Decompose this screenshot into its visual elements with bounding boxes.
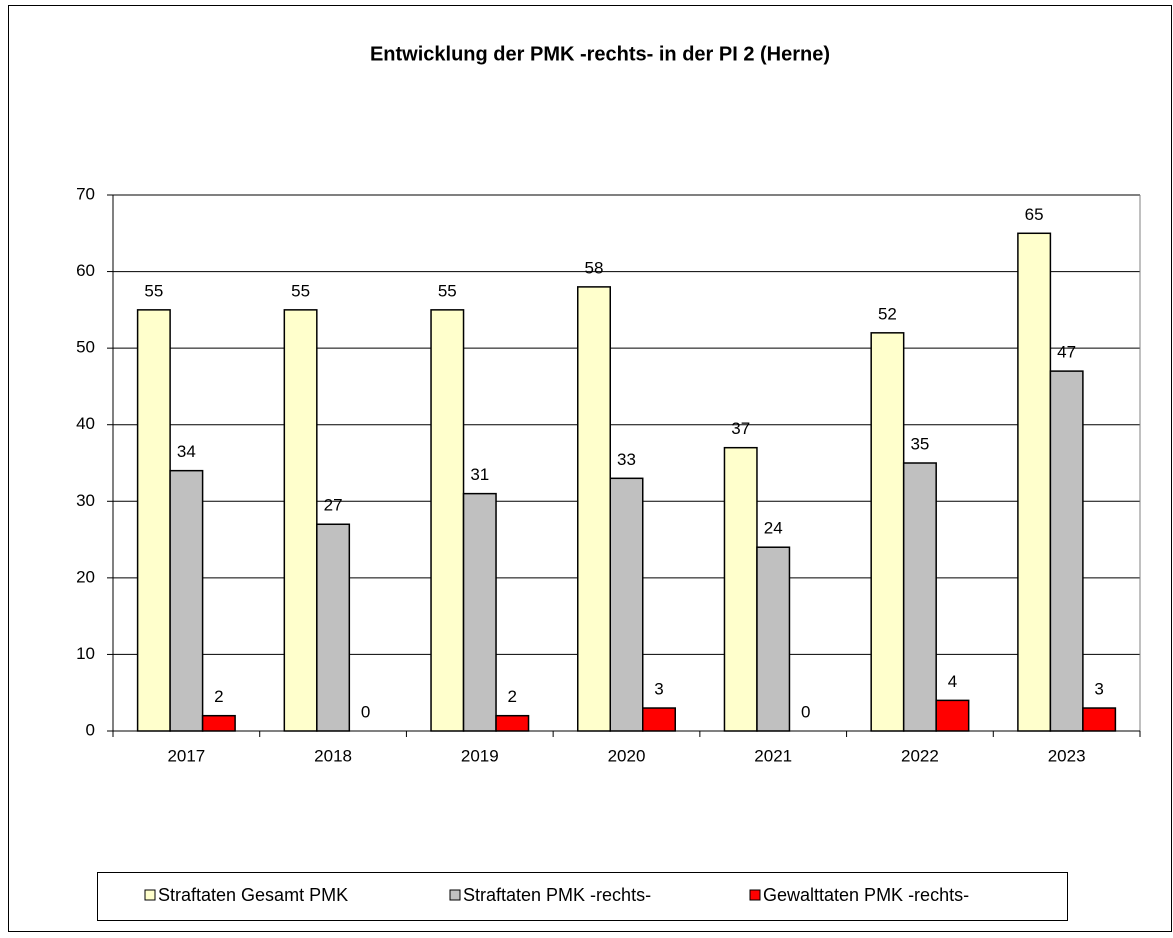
y-tick-label: 70 bbox=[76, 184, 95, 203]
y-tick-label: 50 bbox=[76, 338, 95, 357]
legend-marker bbox=[449, 889, 461, 901]
bar bbox=[1017, 232, 1052, 732]
y-tick-label: 10 bbox=[76, 644, 95, 663]
bar bbox=[201, 714, 236, 732]
x-tick-label: 2020 bbox=[608, 746, 646, 765]
data-label: 31 bbox=[470, 465, 489, 484]
bar bbox=[495, 714, 530, 732]
data-label: 55 bbox=[291, 281, 310, 300]
data-label: 2 bbox=[508, 687, 517, 706]
bar bbox=[430, 309, 465, 732]
data-label: 47 bbox=[1057, 343, 1076, 362]
x-tick-label: 2021 bbox=[754, 746, 792, 765]
data-label: 65 bbox=[1025, 205, 1044, 224]
y-tick-label: 30 bbox=[76, 491, 95, 510]
bar bbox=[870, 332, 905, 732]
bar bbox=[609, 477, 644, 732]
data-label: 0 bbox=[801, 702, 810, 721]
bar bbox=[169, 469, 204, 732]
bar bbox=[642, 707, 676, 732]
bar bbox=[902, 462, 937, 732]
chart-title: Entwicklung der PMK -rechts- in der PI 2… bbox=[370, 43, 830, 65]
y-tick-label: 60 bbox=[76, 261, 95, 280]
x-tick-label: 2017 bbox=[167, 746, 205, 765]
x-tick-label: 2022 bbox=[901, 746, 939, 765]
bar bbox=[462, 492, 497, 732]
legend-label: Gewalttaten PMK -rechts- bbox=[763, 885, 969, 905]
data-label: 55 bbox=[144, 281, 163, 300]
data-label: 4 bbox=[948, 672, 957, 691]
x-tick-label: 2023 bbox=[1048, 746, 1086, 765]
bar bbox=[1049, 370, 1084, 732]
bar bbox=[577, 286, 611, 732]
legend-marker bbox=[749, 889, 761, 901]
data-label: 58 bbox=[585, 258, 604, 277]
data-label: 24 bbox=[764, 519, 783, 538]
legend bbox=[97, 872, 1068, 921]
data-label: 27 bbox=[324, 496, 343, 515]
legend-label: Straftaten PMK -rechts- bbox=[463, 885, 651, 905]
y-tick-label: 20 bbox=[76, 567, 95, 586]
data-label: 34 bbox=[177, 442, 196, 461]
bar bbox=[935, 699, 970, 732]
data-label: 3 bbox=[1094, 680, 1103, 699]
x-tick-label: 2018 bbox=[314, 746, 352, 765]
y-tick-label: 0 bbox=[86, 720, 95, 739]
data-label: 33 bbox=[617, 450, 636, 469]
x-tick-label: 2019 bbox=[461, 746, 499, 765]
y-tick-label: 40 bbox=[76, 414, 95, 433]
legend-marker bbox=[144, 889, 156, 901]
data-label: 52 bbox=[878, 304, 897, 323]
legend-label: Straftaten Gesamt PMK bbox=[158, 885, 348, 905]
bar bbox=[316, 523, 351, 732]
data-label: 2 bbox=[214, 687, 223, 706]
data-label: 37 bbox=[731, 419, 750, 438]
bar bbox=[723, 446, 758, 732]
data-label: 35 bbox=[910, 434, 929, 453]
bar bbox=[1082, 707, 1117, 732]
bar bbox=[756, 546, 791, 732]
bar bbox=[136, 309, 171, 732]
data-label: 55 bbox=[438, 281, 457, 300]
bar bbox=[283, 309, 318, 732]
data-label: 3 bbox=[654, 680, 663, 699]
data-label: 0 bbox=[361, 702, 370, 721]
